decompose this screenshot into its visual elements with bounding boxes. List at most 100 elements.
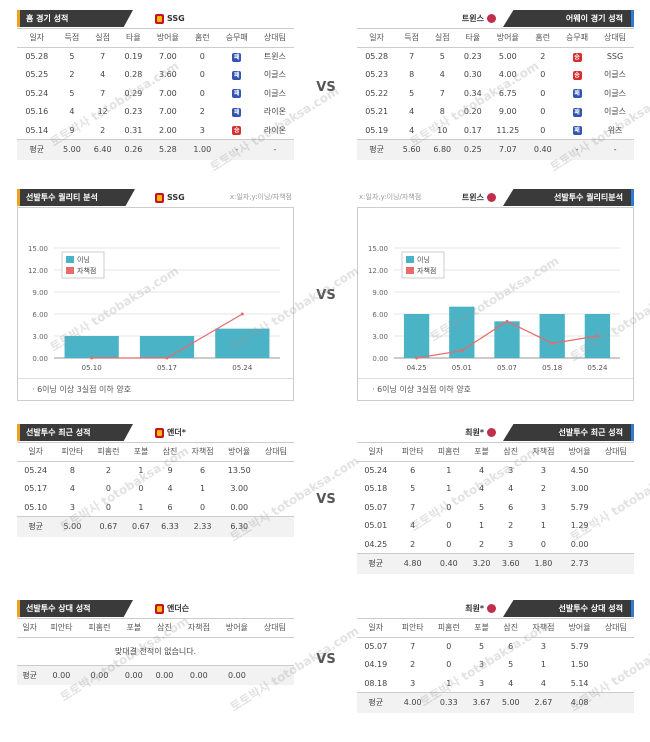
x-tick-label: 05.01 (452, 364, 472, 372)
y-tick-label: 0.00 (372, 355, 388, 363)
table-cell: 0.19 (124, 52, 143, 61)
away-team-label: 트윈스 (462, 10, 496, 27)
column-header: 방어율 (561, 443, 598, 462)
table-cell: 1 (540, 660, 546, 670)
average-row: 평균 4.80 0.40 3.20 3.60 1.80 2.73 (357, 553, 634, 574)
column-header: 피안타 (42, 619, 81, 638)
result-cell: 패 (218, 66, 256, 85)
home-team-label: SSG (155, 10, 185, 27)
average-cell: 0.00 (217, 664, 256, 685)
empty-message: 맞대결 전적이 없습니다. (114, 646, 197, 656)
h2h-right-panel: 최원* 선발투수 상대 성적 일자 피안타 피홈런 포볼 삼진 자책점 방어율 상대팀 05.0… (357, 600, 634, 718)
quality-right-title: 선발투수 퀄리티분석 (503, 189, 634, 206)
average-cell: 5.00 (54, 516, 91, 537)
table-cell: 10 (437, 125, 448, 135)
h2h-right-title: 선발투수 상대 성적 (503, 600, 634, 617)
table-cell: 4 (540, 678, 546, 688)
table-cell: 0 (446, 539, 452, 549)
legend-label-earned-runs: 자책점 (77, 266, 96, 275)
table-cell: 5 (478, 502, 485, 512)
h2h-left-panel: 선발투수 상대 성적 앤더슨 일자 피안타 피홈런 포볼 삼진 자책점 방어율 상대팀 맞대결 … (17, 600, 294, 695)
table-row: 05.28 7 5 0.23 5.00 2 승 SSG (357, 47, 634, 66)
quality-right-team: 트윈스 (462, 189, 496, 206)
table-cell: 0 (540, 88, 546, 98)
column-header: 포볼 (118, 619, 150, 638)
average-row: 평균 5.60 6.80 0.25 7.07 0.40- - (357, 139, 634, 160)
average-cell: 0.00 (80, 664, 119, 685)
twins-logo-icon (487, 193, 496, 202)
quality-right-note-text: 6이닝 이상 3실점 이하 양호 (377, 385, 472, 394)
table-cell: 7 (100, 52, 106, 61)
table-cell: 5.79 (570, 642, 589, 651)
loss-badge: 패 (572, 126, 582, 135)
average-cell: 0.33 (430, 692, 467, 713)
recent-right-panel: 최원* 선발투수 최근 성적 일자 피안타 피홈런 포볼 삼진 자책점 방어율 상대팀 05.2… (357, 424, 634, 579)
y-tick-label: 3.00 (32, 333, 48, 341)
result-cell: 패 (558, 103, 596, 122)
ssg-logo-icon (155, 427, 164, 438)
bar-innings (64, 336, 119, 358)
table-cell: 05.16 (25, 107, 49, 117)
legend-label-innings: 이닝 (417, 255, 430, 264)
table-cell: 0 (446, 660, 452, 670)
recent-left-pitcher: 앤더* (155, 424, 186, 441)
ssg-logo-icon (155, 13, 164, 24)
column-header: 방어율 (148, 29, 187, 48)
loss-badge: 패 (232, 89, 242, 99)
table-row: 05.07 7 0 5 6 3 5.79 (357, 637, 634, 656)
away-record-table: 일자 득점 실점 타율 방어율 홈런 승무패 상대팀 05.28 7 5 0.23 5.00 2 승 SSG 0… (357, 29, 634, 160)
twins-logo-icon (487, 428, 496, 437)
column-header: 상대팀 (597, 619, 634, 638)
average-cell: 0.00 (149, 664, 180, 685)
table-cell: 5.79 (570, 502, 589, 512)
quality-left-subtitle: x:일자,y:이닝/자책점 (229, 193, 292, 201)
loss-badge: 패 (232, 52, 242, 62)
y-tick-label: 12.00 (368, 267, 388, 275)
table-cell: 0.31 (124, 125, 143, 135)
table-cell: 12 (97, 107, 108, 117)
column-header: 상대팀 (257, 443, 294, 462)
table-cell: 05.10 (24, 502, 48, 512)
average-cell (597, 553, 634, 574)
table-cell: 8 (69, 466, 75, 475)
average-cell: 7.07 (488, 139, 528, 160)
table-cell: 7 (410, 642, 416, 651)
table-cell: 1 (446, 678, 452, 688)
table-cell: 0.29 (124, 88, 143, 98)
table-cell: 1 (138, 502, 144, 512)
average-cell: 6.40 (87, 139, 119, 160)
quality-left-note: · 6이닝 이상 3실점 이하 양호 (18, 378, 293, 400)
table-cell: 0.00 (570, 539, 589, 549)
table-cell: 3 (508, 539, 514, 549)
ssg-logo-icon (155, 603, 164, 614)
recent-left-panel: 선발투수 최근 성적 앤더* 일자 피안타 피홈런 포볼 삼진 자책점 방어율 상대팀 05.2… (17, 424, 294, 542)
result-cell: 패 (558, 121, 596, 140)
table-cell: 4 (409, 107, 415, 117)
table-row: 08.18 3 1 3 4 4 5.14 (357, 674, 634, 693)
average-row: 평균 5.00 0.67 0.67 6.33 2.33 6.30 (17, 516, 294, 537)
average-cell: 5.00 (56, 139, 88, 160)
average-cell: 3.60 (496, 553, 526, 574)
table-row: 05.22 5 7 0.34 6.75 0 패 이글스 (357, 84, 634, 103)
y-tick-label: 6.00 (32, 311, 48, 319)
table-cell: 4 (100, 70, 106, 80)
average-cell: 6.80 (426, 139, 458, 160)
table-cell: 2 (540, 52, 546, 61)
table-cell: 라이온 (263, 107, 286, 117)
average-cell: 평균 (357, 692, 395, 713)
column-header: 승무패 (217, 29, 256, 48)
average-cell: 2.67 (525, 692, 562, 713)
legend-swatch-innings (406, 256, 414, 263)
table-cell: 3 (69, 502, 75, 512)
column-header: 포볼 (126, 443, 156, 462)
x-tick-label: 04.25 (407, 364, 427, 372)
table-row: 05.07 7 0 5 6 3 5.79 (357, 498, 634, 517)
vs-label-2: VS (316, 288, 336, 303)
table-cell: 이글스 (263, 70, 286, 80)
table-cell: 0.23 (463, 52, 482, 61)
average-cell: - (596, 139, 634, 160)
average-cell: 0.40 (430, 553, 467, 574)
table-cell: 6.75 (498, 88, 517, 98)
table-cell: 3.00 (230, 484, 249, 494)
average-cell: - (558, 139, 597, 160)
